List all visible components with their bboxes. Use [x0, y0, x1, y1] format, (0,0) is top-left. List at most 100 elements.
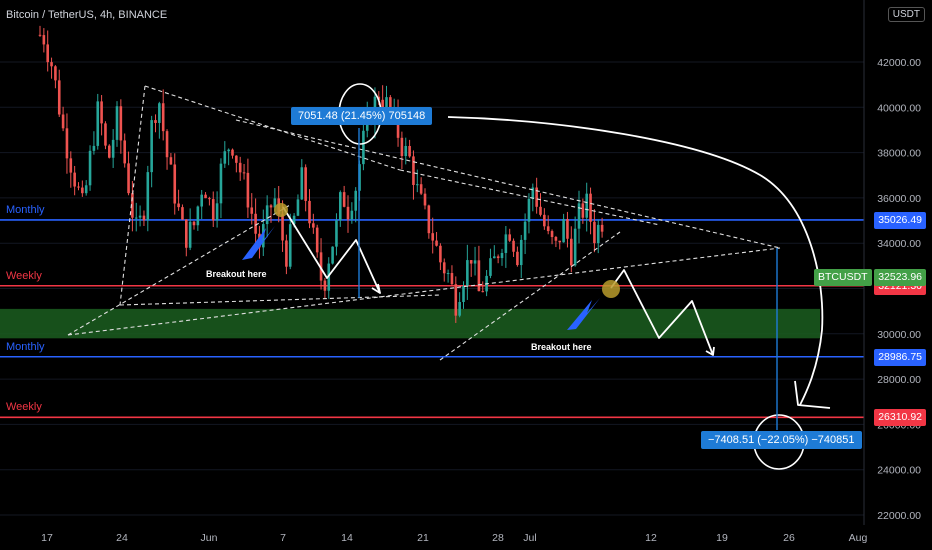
level-label-monthly-lower: Monthly [6, 340, 45, 353]
candle-body [350, 210, 354, 220]
projection-arrow-1 [282, 206, 381, 294]
candle-body [181, 207, 184, 220]
candle-body [169, 157, 173, 165]
candle-body [65, 128, 69, 159]
price-label-28986: 28986.75 [874, 348, 926, 366]
candle-body [242, 172, 246, 174]
candle-body [454, 284, 458, 316]
price-label-26310: 26310.92 [874, 409, 926, 427]
currency-button[interactable]: USDT [887, 7, 925, 22]
candle-body [596, 224, 600, 244]
candle-body [119, 106, 123, 141]
candle-body [539, 206, 542, 215]
candle-body [265, 205, 269, 225]
price-label-35026: 35026.49 [874, 211, 926, 229]
candle-body [81, 187, 84, 194]
candle-body [589, 193, 592, 222]
candle-body [173, 164, 177, 204]
trendline-lower-1 [67, 204, 291, 336]
level-label-weekly-upper: Weekly [6, 269, 42, 282]
x-tick-label: 28 [492, 532, 504, 544]
candle-body [300, 167, 304, 200]
level-label-weekly-lower: Weekly [6, 401, 42, 414]
candles [38, 25, 604, 323]
candle-body [462, 286, 465, 302]
candle-body [377, 96, 381, 100]
candle-body [73, 172, 76, 187]
candle-body [204, 194, 207, 199]
x-tick-label: Aug [849, 532, 868, 544]
candle-body [161, 103, 165, 132]
candle-body [146, 172, 150, 221]
candle-body [481, 291, 485, 293]
candle-body [158, 103, 161, 123]
support-zone-rect [0, 308, 820, 339]
candle-body [304, 167, 307, 201]
candle-body [131, 193, 134, 218]
x-tick-label: 19 [716, 532, 728, 544]
candle-body [416, 184, 419, 186]
price-axis: 22000.0024000.0026000.0028000.0030000.00… [863, 0, 921, 525]
candle-body [192, 221, 196, 226]
candle-body [458, 301, 461, 316]
candle-body [442, 262, 446, 274]
candle-body [519, 239, 523, 266]
candle-body [335, 220, 338, 247]
candle-body [150, 120, 153, 173]
candle-body [523, 221, 527, 240]
x-tick-label: 12 [645, 532, 657, 544]
price-label-last: 32523.96 [874, 268, 926, 286]
candle-body [312, 223, 315, 228]
candle-body [42, 35, 46, 45]
candle-body [246, 172, 250, 208]
symbol-tag: BTCUSDT [814, 268, 872, 286]
candle-body [546, 226, 550, 232]
candle-body [570, 238, 573, 266]
y-tick-label: 34000.00 [877, 238, 921, 250]
candle-body [96, 101, 100, 146]
candle-body [69, 158, 73, 173]
annotation-breakout-1: Breakout here [206, 269, 267, 279]
candle-body [285, 240, 288, 267]
candle-body [231, 149, 234, 156]
level-lines [0, 219, 864, 419]
y-tick-label: 36000.00 [877, 193, 921, 205]
candle-body [469, 260, 473, 264]
candle-body [108, 145, 111, 158]
candle-body [319, 252, 323, 281]
candle-body [292, 215, 296, 225]
candle-body [585, 193, 588, 218]
level-label-monthly-upper: Monthly [6, 203, 45, 216]
x-tick-label: 26 [783, 532, 795, 544]
candle-body [123, 140, 126, 164]
trendline-upper-1 [144, 85, 401, 171]
candle-body [581, 203, 585, 218]
candle-body [227, 149, 230, 152]
candle-body [57, 80, 61, 115]
candle-body [408, 145, 411, 157]
arrowhead-1 [371, 283, 381, 294]
candle-body [385, 97, 388, 109]
y-tick-label: 38000.00 [877, 148, 921, 160]
candle-body [450, 273, 454, 285]
candle-body [315, 227, 319, 253]
candle-body [362, 130, 365, 165]
candle-body [535, 187, 538, 207]
candle-body [134, 217, 138, 219]
candle-body [165, 131, 169, 158]
candle-body [346, 206, 350, 220]
candle-body [500, 252, 504, 259]
candle-body [431, 233, 434, 241]
candle-body [516, 251, 519, 266]
candle-body [512, 240, 515, 252]
candle-body [92, 145, 96, 151]
candle-body [473, 260, 477, 264]
candle-body [235, 155, 238, 163]
candle-body [562, 218, 565, 243]
candle-body [111, 139, 115, 158]
candle-body [419, 184, 423, 194]
candle-body [558, 240, 562, 243]
candle-body [554, 237, 558, 241]
y-tick-label: 40000.00 [877, 102, 921, 114]
